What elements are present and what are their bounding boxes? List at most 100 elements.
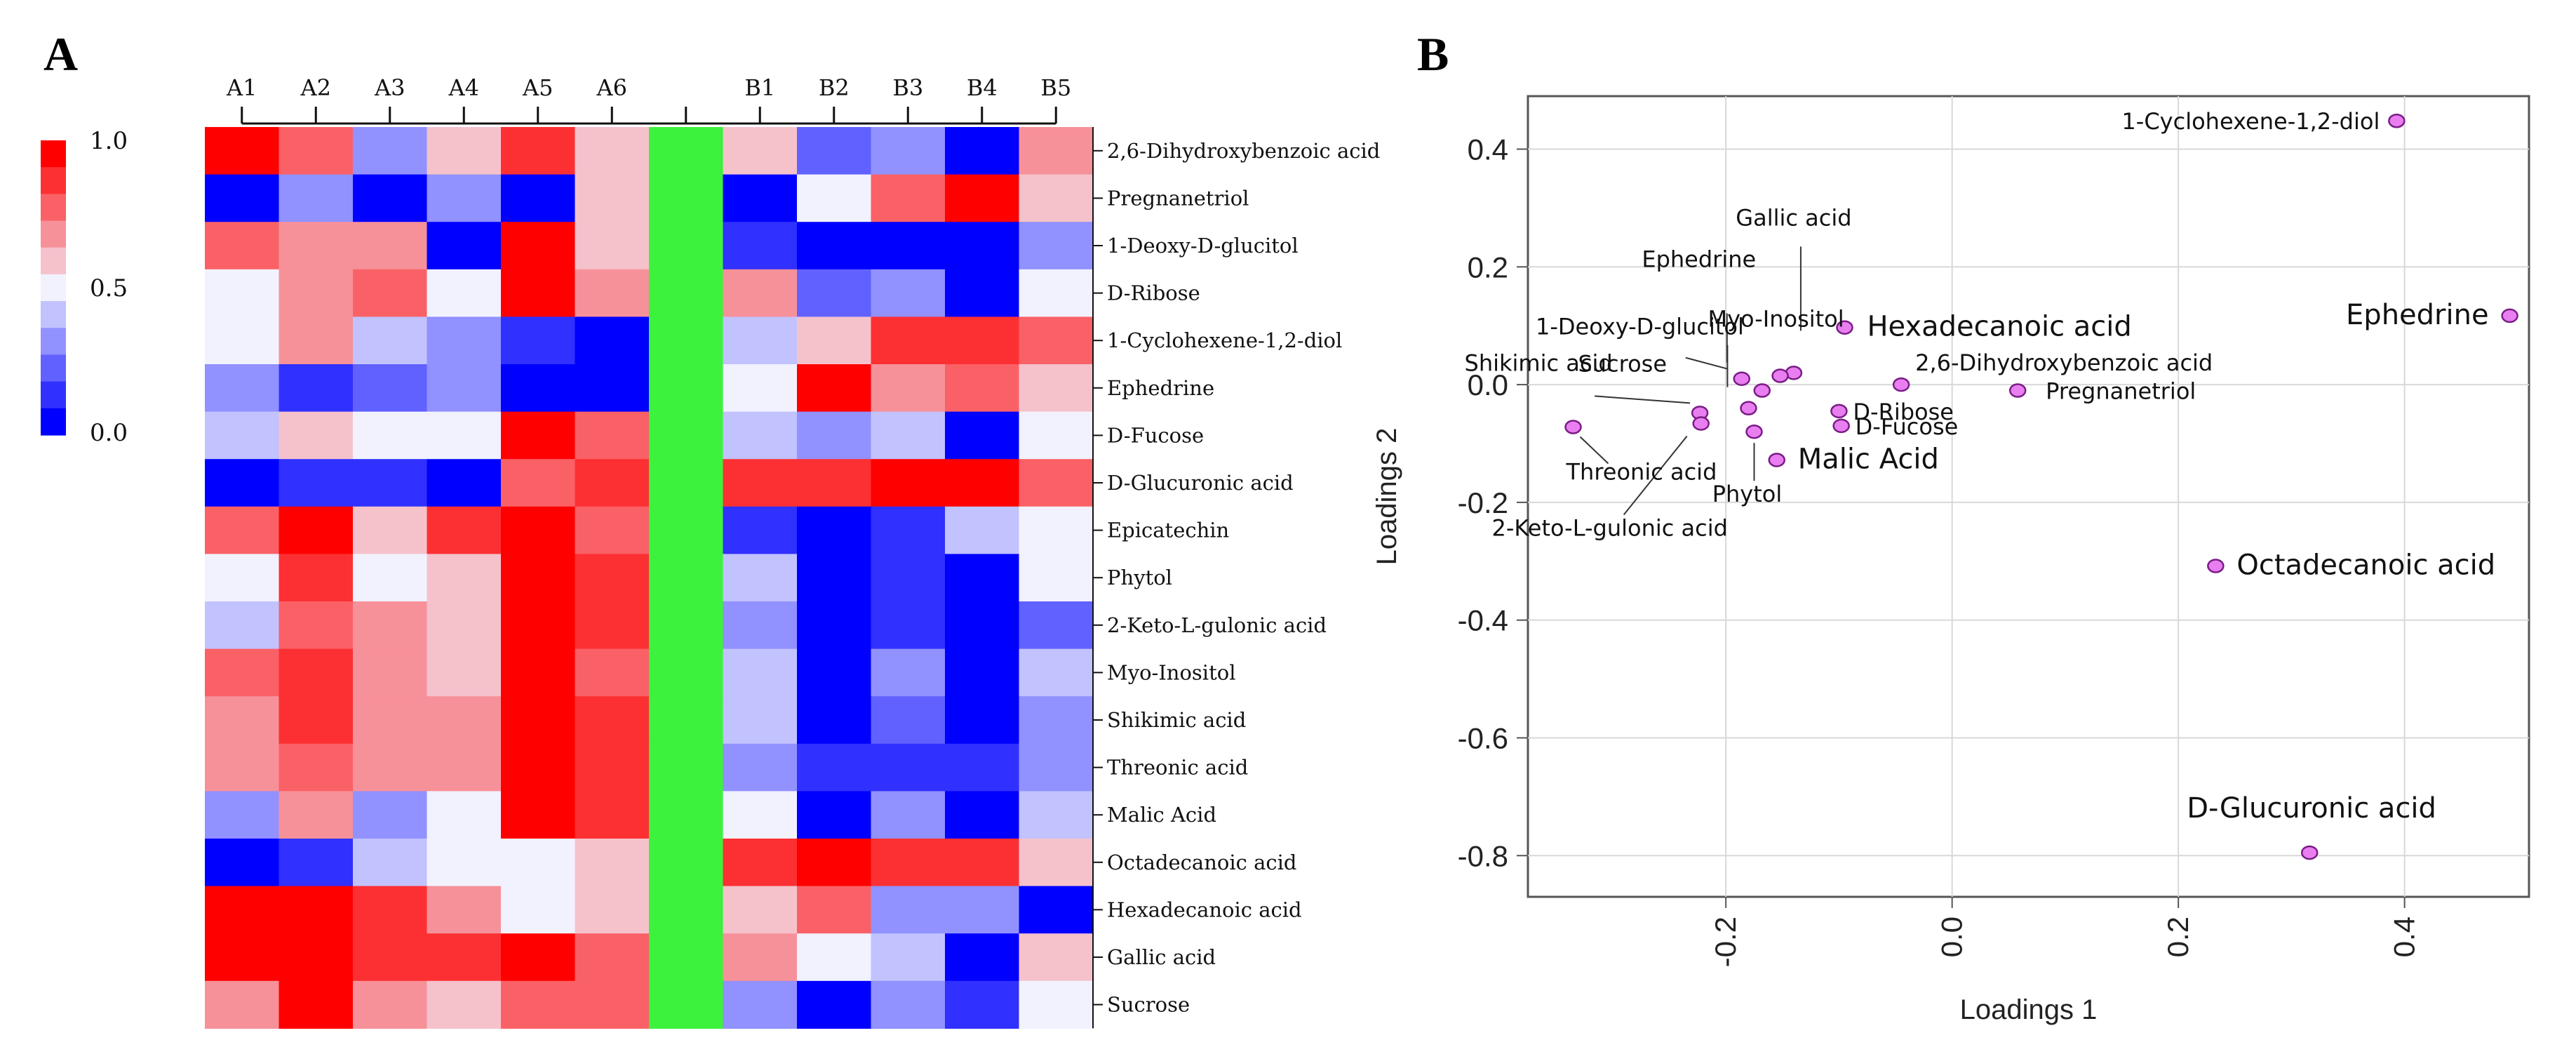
colorbar-step — [41, 140, 66, 168]
heatmap-cell — [501, 364, 576, 413]
leader-line — [1595, 395, 1691, 404]
heatmap-cell — [427, 364, 502, 413]
heatmap-cell — [871, 411, 946, 460]
data-point — [1768, 453, 1785, 467]
heatmap-cell — [501, 506, 576, 554]
heatmap-cell — [649, 554, 724, 602]
x-tick-label: -0.2 — [1709, 916, 1742, 967]
y-tick-label: 0.2 — [1468, 251, 1508, 284]
heatmap-cell — [1019, 554, 1094, 602]
heatmap-cell — [871, 459, 946, 507]
heatmap-cell — [1019, 364, 1094, 413]
heatmap-cell — [427, 980, 502, 1029]
heatmap-cell — [427, 601, 502, 650]
heatmap-cell — [575, 791, 650, 839]
heatmap-cell — [797, 459, 872, 507]
data-point — [1745, 424, 1763, 439]
row-label: D-Ribose — [1107, 281, 1200, 305]
heatmap-cell — [723, 127, 798, 175]
heatmap-cell — [353, 554, 428, 602]
heatmap-cell — [427, 222, 502, 270]
heatmap-cell — [501, 696, 576, 745]
point-label: Pregnanetriol — [2046, 378, 2196, 404]
heatmap-cell — [501, 174, 576, 222]
heatmap-cell — [871, 791, 946, 839]
heatmap-cell — [871, 601, 946, 650]
column-label-b5: B5 — [1040, 74, 1071, 101]
heatmap-cell — [945, 269, 1020, 317]
heatmap-cell — [575, 601, 650, 650]
heatmap-cell — [797, 316, 872, 365]
heatmap-cell — [1019, 980, 1094, 1029]
heatmap-cell — [649, 222, 724, 270]
data-point — [1836, 320, 1853, 335]
heatmap-cell — [723, 269, 798, 317]
heatmap-cell — [501, 743, 576, 792]
heatmap-cell — [1019, 459, 1094, 507]
row-label: Hexadecanoic acid — [1107, 898, 1302, 921]
heatmap-cell — [871, 554, 946, 602]
data-point — [1753, 383, 1771, 398]
heatmap-cell — [871, 980, 946, 1029]
heatmap-cell — [1019, 411, 1094, 460]
heatmap-cell — [723, 174, 798, 222]
heatmap-cell — [945, 554, 1020, 602]
row-label: 1-Deoxy-D-glucitol — [1107, 234, 1299, 258]
heatmap-cell — [797, 743, 872, 792]
heatmap-cell — [945, 174, 1020, 222]
heatmap-cell — [945, 459, 1020, 507]
heatmap-cell — [353, 506, 428, 554]
data-point — [2008, 383, 2027, 398]
heatmap-cell — [427, 316, 502, 365]
heatmap-cell — [871, 174, 946, 222]
heatmap-cell — [723, 411, 798, 460]
heatmap-cell — [353, 696, 428, 745]
heatmap-cell — [205, 791, 280, 839]
heatmap-cell — [575, 411, 650, 460]
heatmap-cell — [575, 222, 650, 270]
y-tick-label: -0.2 — [1458, 486, 1508, 519]
colorbar-step — [41, 247, 66, 275]
point-label: Shikimic acid — [1465, 349, 1613, 376]
heatmap-cell — [427, 696, 502, 745]
heatmap-cell — [575, 933, 650, 982]
heatmap-cell — [723, 459, 798, 507]
point-label: 2-Keto-L-gulonic acid — [1491, 514, 1727, 541]
heatmap-cell — [279, 791, 354, 839]
point-label: 1-Cyclohexene-1,2-diol — [2121, 108, 2380, 135]
heatmap-cell — [353, 839, 428, 887]
heatmap-cell — [205, 933, 280, 982]
row-label: 1-Cyclohexene-1,2-diol — [1107, 328, 1342, 352]
heatmap-cell — [649, 364, 724, 413]
heatmap-cell — [1019, 174, 1094, 222]
heatmap-cell — [205, 364, 280, 413]
row-label: Shikimic acid — [1107, 708, 1246, 732]
data-point — [1832, 418, 1850, 434]
heatmap-cell — [279, 839, 354, 887]
row-label: Ephedrine — [1107, 376, 1214, 400]
heatmap-cell — [501, 269, 576, 317]
row-label: Phytol — [1107, 566, 1172, 589]
heatmap-cell — [353, 316, 428, 365]
heatmap-cell — [871, 506, 946, 554]
heatmap-cell — [427, 411, 502, 460]
heatmap-cell — [427, 269, 502, 317]
heatmap-cell — [797, 222, 872, 270]
heatmap-cell — [649, 316, 724, 365]
heatmap-cell — [501, 886, 576, 934]
heatmap-cell — [205, 269, 280, 317]
heatmap-cell — [797, 506, 872, 554]
heatmap-cell — [1019, 886, 1094, 934]
colorbar-tick-label: 0.0 — [90, 419, 128, 447]
heatmap-cell — [501, 839, 576, 887]
heatmap-cell — [205, 222, 280, 270]
heatmap-cell — [797, 127, 872, 175]
column-label-a1: A1 — [226, 74, 257, 101]
heatmap-cell — [279, 743, 354, 792]
heatmap: A1 A2 A3 A4 A5 A6 B1 B2 B3 B4 B5 2,6-Dihydroxybenzo… — [205, 74, 1380, 1029]
heatmap-cell — [871, 648, 946, 697]
point-label: Octadecanoic acid — [2236, 549, 2495, 581]
heatmap-cell — [723, 933, 798, 982]
heatmap-cell — [797, 554, 872, 602]
heatmap-cell — [871, 933, 946, 982]
